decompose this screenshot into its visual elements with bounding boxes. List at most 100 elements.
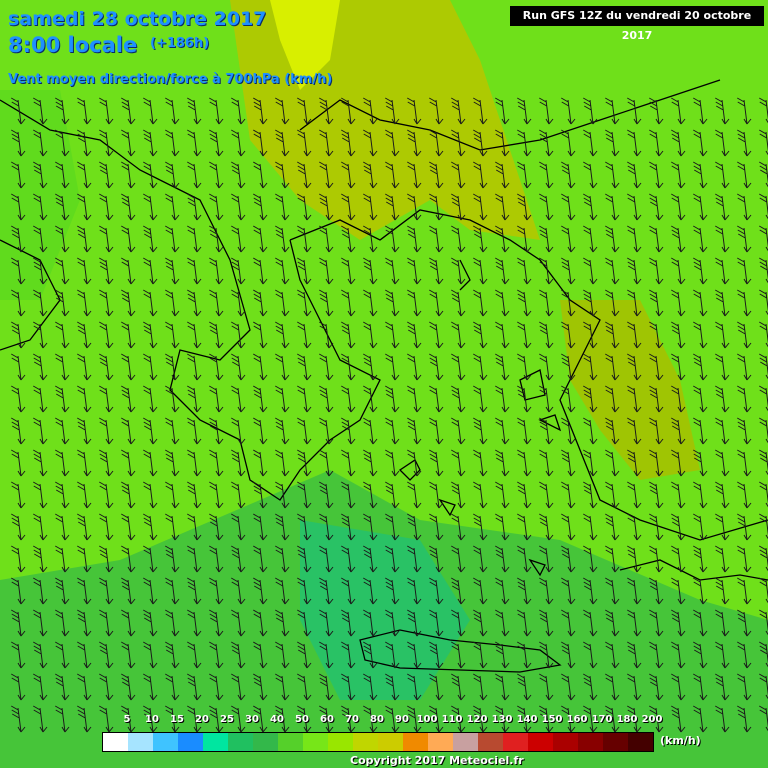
wind-barb-icon bbox=[341, 417, 356, 445]
wind-barb-icon bbox=[165, 481, 180, 509]
wind-barb-icon bbox=[275, 225, 290, 253]
wind-barb-icon bbox=[11, 641, 26, 669]
wind-barb-icon bbox=[517, 545, 532, 573]
wind-barb-icon bbox=[99, 225, 114, 253]
wind-barb-icon bbox=[165, 513, 180, 541]
wind-barb-icon bbox=[99, 193, 114, 221]
wind-barb-icon bbox=[649, 289, 664, 317]
wind-barb-icon bbox=[165, 161, 180, 189]
wind-barb-icon bbox=[517, 449, 532, 477]
wind-barb-icon bbox=[627, 705, 642, 733]
wind-barb-icon bbox=[341, 577, 356, 605]
wind-barb-icon bbox=[143, 129, 158, 157]
wind-barb-icon bbox=[605, 321, 620, 349]
legend-swatches bbox=[102, 732, 654, 752]
wind-barb-icon bbox=[517, 97, 532, 125]
wind-barb-icon bbox=[517, 161, 532, 189]
wind-barb-icon bbox=[583, 161, 598, 189]
wind-barb-icon bbox=[627, 641, 642, 669]
wind-barb-icon bbox=[583, 257, 598, 285]
wind-barb-icon bbox=[671, 417, 686, 445]
wind-barb-icon bbox=[11, 449, 26, 477]
wind-barb-icon bbox=[121, 577, 136, 605]
wind-barb-icon bbox=[495, 705, 510, 733]
wind-barb-icon bbox=[649, 321, 664, 349]
wind-barb-icon bbox=[583, 705, 598, 733]
wind-barb-icon bbox=[165, 705, 180, 733]
wind-barb-icon bbox=[11, 97, 26, 125]
wind-barb-icon bbox=[693, 385, 708, 413]
wind-barb-icon bbox=[407, 225, 422, 253]
wind-barb-icon bbox=[253, 481, 268, 509]
wind-barb-icon bbox=[253, 609, 268, 637]
wind-barb-icon bbox=[297, 545, 312, 573]
wind-barb-icon bbox=[99, 289, 114, 317]
wind-barb-icon bbox=[231, 705, 246, 733]
wind-barb-icon bbox=[649, 193, 664, 221]
wind-barb-icon bbox=[187, 129, 202, 157]
wind-barb-icon bbox=[231, 545, 246, 573]
wind-barb-icon bbox=[627, 481, 642, 509]
wind-barb-icon bbox=[627, 321, 642, 349]
wind-barb-icon bbox=[77, 609, 92, 637]
wind-barb-icon bbox=[407, 193, 422, 221]
wind-barb-icon bbox=[187, 481, 202, 509]
wind-barb-icon bbox=[187, 577, 202, 605]
wind-barb-icon bbox=[33, 321, 48, 349]
wind-barb-icon bbox=[605, 225, 620, 253]
wind-barb-icon bbox=[429, 289, 444, 317]
wind-barb-icon bbox=[297, 353, 312, 381]
wind-barb-icon bbox=[99, 609, 114, 637]
wind-barb-icon bbox=[11, 545, 26, 573]
wind-barb-icon bbox=[363, 513, 378, 541]
legend-swatch bbox=[578, 733, 603, 751]
wind-barb-icon bbox=[649, 417, 664, 445]
wind-barb-icon bbox=[583, 449, 598, 477]
wind-barb-icon bbox=[187, 225, 202, 253]
wind-barb-icon bbox=[605, 161, 620, 189]
wind-barb-icon bbox=[605, 641, 620, 669]
wind-barb-icon bbox=[385, 449, 400, 477]
wind-barb-icon bbox=[363, 97, 378, 125]
wind-barb-icon bbox=[55, 225, 70, 253]
wind-barb-icon bbox=[649, 673, 664, 701]
wind-barb-icon bbox=[55, 193, 70, 221]
wind-barb-icon bbox=[715, 129, 730, 157]
wind-barb-icon bbox=[473, 257, 488, 285]
wind-barb-icon bbox=[737, 481, 752, 509]
wind-barb-icon bbox=[209, 385, 224, 413]
wind-barb-icon bbox=[385, 481, 400, 509]
wind-barb-icon bbox=[407, 161, 422, 189]
wind-barb-icon bbox=[253, 193, 268, 221]
wind-barb-icon bbox=[715, 225, 730, 253]
wind-barb-icon bbox=[77, 353, 92, 381]
wind-barb-icon bbox=[473, 417, 488, 445]
wind-barb-icon bbox=[341, 513, 356, 541]
wind-barb-icon bbox=[429, 545, 444, 573]
wind-barb-icon bbox=[671, 225, 686, 253]
wind-barb-icon bbox=[253, 257, 268, 285]
legend-swatch bbox=[553, 733, 578, 751]
wind-barb-icon bbox=[297, 673, 312, 701]
wind-barb-icon bbox=[297, 449, 312, 477]
wind-barb-icon bbox=[33, 161, 48, 189]
legend-label: 180 bbox=[616, 714, 638, 725]
wind-barb-icon bbox=[209, 225, 224, 253]
wind-barb-icon bbox=[253, 161, 268, 189]
wind-barb-icon bbox=[363, 545, 378, 573]
wind-barb-icon bbox=[121, 225, 136, 253]
wind-barb-icon bbox=[407, 513, 422, 541]
wind-barb-icon bbox=[121, 97, 136, 125]
wind-barb-icon bbox=[495, 193, 510, 221]
wind-barb-icon bbox=[429, 449, 444, 477]
wind-barb-icon bbox=[429, 705, 444, 733]
wind-barb-icon bbox=[583, 97, 598, 125]
wind-barb-icon bbox=[583, 545, 598, 573]
wind-barb-icon bbox=[495, 257, 510, 285]
wind-barb-icon bbox=[165, 673, 180, 701]
wind-barb-icon bbox=[561, 161, 576, 189]
wind-barb-icon bbox=[99, 545, 114, 573]
legend-label: 120 bbox=[466, 714, 488, 725]
wind-barb-icon bbox=[671, 385, 686, 413]
wind-barb-icon bbox=[341, 225, 356, 253]
